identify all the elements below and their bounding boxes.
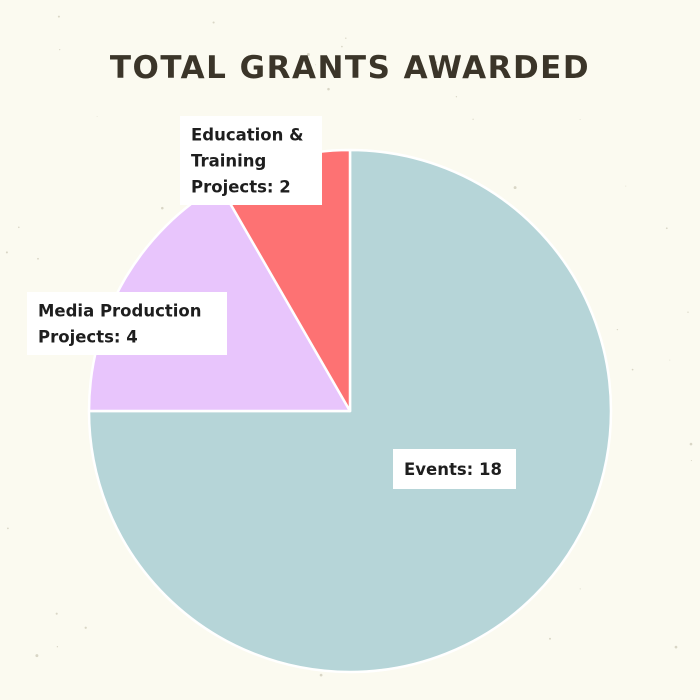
texture-speck xyxy=(315,64,316,66)
texture-speck xyxy=(631,368,634,371)
texture-speck xyxy=(345,37,347,39)
chart-title: TOTAL GRANTS AWARDED xyxy=(110,50,590,86)
texture-speck xyxy=(579,588,581,590)
texture-speck xyxy=(625,185,627,187)
pie-label-text: Projects: 4 xyxy=(38,328,138,347)
texture-speck xyxy=(161,206,164,210)
pie-label-education-training-projects: Education & Training Projects: 2 xyxy=(180,116,322,205)
texture-speck xyxy=(37,257,39,260)
texture-speck xyxy=(341,45,343,48)
texture-speck xyxy=(579,118,581,120)
pie-label-text: Media Production xyxy=(38,302,202,321)
pie-label-text: Events: 18 xyxy=(404,460,502,479)
texture-speck xyxy=(319,673,323,677)
pie-label-events: Events: 18 xyxy=(393,449,516,489)
pie-slices xyxy=(87,148,613,674)
texture-speck xyxy=(35,654,39,658)
pie-label-box xyxy=(180,116,322,205)
texture-speck xyxy=(212,21,215,24)
texture-speck xyxy=(18,226,20,229)
texture-speck xyxy=(472,118,474,120)
pie-slice-events xyxy=(87,148,613,674)
texture-speck xyxy=(57,15,60,18)
texture-speck xyxy=(84,626,87,629)
texture-speck xyxy=(549,637,551,640)
pie-label-media-production-projects: Media Production Projects: 4 xyxy=(27,292,227,355)
texture-speck xyxy=(56,646,59,648)
pie-label-text: Projects: 2 xyxy=(191,178,291,197)
texture-speck xyxy=(455,96,458,98)
texture-speck xyxy=(513,186,517,190)
pie-labels: Events: 18 Media Production Projects: 4 Edu… xyxy=(27,116,516,489)
texture-speck xyxy=(7,527,9,530)
texture-speck xyxy=(616,328,619,331)
pie-label-box xyxy=(27,292,227,355)
texture-speck xyxy=(59,49,61,51)
texture-speck xyxy=(55,612,58,615)
pie-label-text: Education & xyxy=(191,126,304,145)
texture-speck xyxy=(687,311,689,313)
texture-speck xyxy=(674,645,678,649)
texture-speck xyxy=(5,251,8,254)
texture-speck xyxy=(435,61,438,63)
texture-speck xyxy=(307,62,311,66)
texture-speck xyxy=(669,359,671,361)
texture-speck xyxy=(689,442,693,446)
pie-label-text: Training xyxy=(191,152,266,171)
texture-speck xyxy=(96,116,98,117)
pie-label-box xyxy=(393,449,516,489)
texture-speck xyxy=(690,460,692,462)
texture-speck xyxy=(458,54,461,57)
texture-speck xyxy=(250,54,254,58)
texture-speck xyxy=(327,87,330,91)
texture-speck xyxy=(665,227,668,230)
texture-speck xyxy=(306,53,310,56)
